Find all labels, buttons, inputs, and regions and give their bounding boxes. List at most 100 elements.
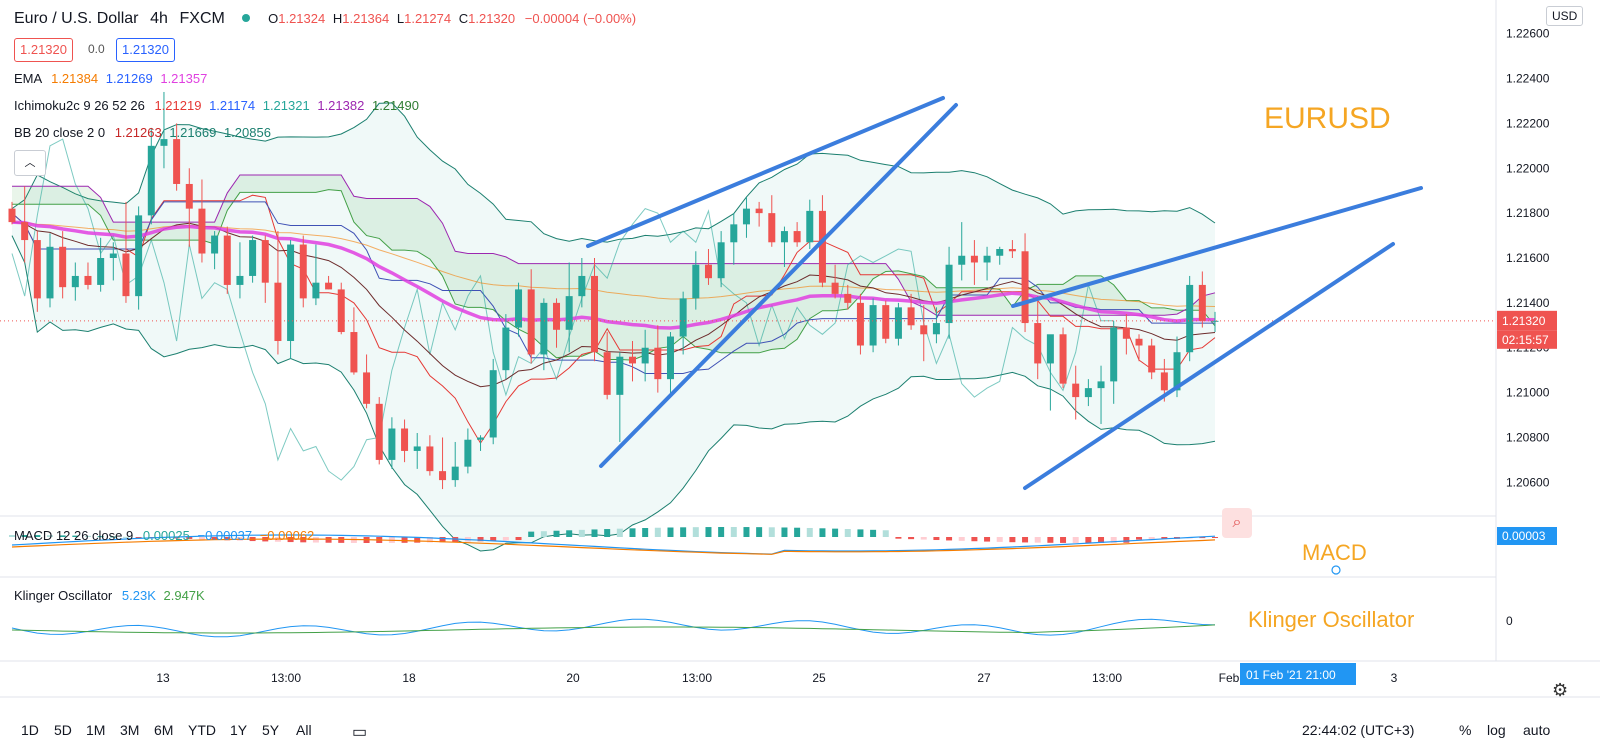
- collapse-legend-chevron-up-icon[interactable]: ︿: [14, 150, 46, 176]
- ichimoku-lagging-line: [11, 138, 1114, 481]
- macd-signal-line: [11, 538, 1216, 555]
- bb-legend[interactable]: BB 20 close 2 0 1.21263 1.21669 1.20856: [14, 125, 271, 140]
- bollinger-upper-line: [11, 102, 1216, 243]
- sell-button[interactable]: 1.21320: [14, 38, 73, 62]
- close-value: 1.21320: [468, 11, 516, 26]
- macd-histogram-bar: [1161, 537, 1168, 540]
- klinger-signal-line: [11, 624, 1216, 634]
- candle-body: [616, 356, 624, 395]
- candle-body: [996, 249, 1004, 256]
- candle-body: [1008, 249, 1016, 252]
- candle-body: [84, 275, 92, 285]
- candle-body: [717, 242, 725, 279]
- macd-histogram-bar: [946, 537, 953, 541]
- macd-histogram-bar: [135, 537, 142, 538]
- candle-body: [439, 471, 447, 481]
- macd-histogram-bar: [692, 527, 699, 537]
- time-tick-label: 13:00: [682, 671, 712, 685]
- countdown-text: 02:15:57: [1502, 333, 1549, 347]
- macd-histogram-bar: [211, 537, 218, 540]
- candle-body: [46, 246, 54, 299]
- klinger-legend[interactable]: Klinger Oscillator 5.23K 2.947K: [14, 588, 205, 603]
- macd-histogram-bar: [984, 537, 991, 542]
- candle-body: [755, 208, 763, 214]
- candle-body: [274, 282, 282, 342]
- candle-body: [768, 213, 776, 243]
- percent-scale-toggle[interactable]: %: [1459, 722, 1472, 738]
- timeframe-5d[interactable]: 5D: [54, 722, 72, 738]
- timeframe-3m[interactable]: 3M: [120, 722, 140, 738]
- macd-histogram-bar: [1212, 537, 1218, 538]
- ema-main-line: [11, 220, 1216, 330]
- macd-histogram-bar: [642, 528, 649, 537]
- timeframe-1y[interactable]: 1Y: [230, 722, 248, 738]
- candle-body: [451, 466, 459, 481]
- candle-body: [160, 139, 168, 146]
- candle-body: [856, 302, 864, 346]
- ema-legend[interactable]: EMA 1.21384 1.21269 1.21357: [14, 71, 208, 86]
- macd-histogram-bar: [832, 528, 839, 537]
- candle-body: [59, 246, 67, 288]
- timeframe-ytd[interactable]: YTD: [188, 722, 216, 738]
- candle-body: [312, 282, 320, 299]
- candle-body: [730, 224, 738, 243]
- macd-histogram-bar: [654, 527, 661, 537]
- macd-histogram-bar: [705, 527, 712, 537]
- buy-button[interactable]: 1.21320: [116, 38, 175, 62]
- price-label-text: 1.21320: [1502, 314, 1546, 328]
- currency-selector[interactable]: USD: [1546, 6, 1584, 26]
- price-tick-label: 1.21800: [1506, 206, 1550, 220]
- macd-histogram-bar: [502, 537, 509, 541]
- date-range-calendar-icon[interactable]: ▭: [352, 724, 368, 741]
- candle-body: [337, 289, 345, 333]
- ichimoku-base-line: [11, 201, 1215, 374]
- macd-legend[interactable]: MACD 12 26 close 9 0.00025 −0.00037 −0.0…: [14, 528, 315, 543]
- zoom-magnifier-icon[interactable]: ⌕: [1222, 508, 1252, 538]
- bollinger-band-fill: [12, 102, 1215, 552]
- macd-histogram-bar: [870, 529, 877, 537]
- macd-histogram-bar: [9, 535, 15, 537]
- ichimoku-legend[interactable]: Ichimoku2c 9 26 52 26 1.21219 1.21174 1.…: [14, 98, 419, 113]
- macd-histogram-bar: [515, 537, 522, 541]
- timeframe-6m[interactable]: 6M: [154, 722, 174, 738]
- timeframe-all[interactable]: All: [296, 722, 312, 738]
- crosshair-date-badge: [1240, 663, 1356, 685]
- macd-histogram-bar: [743, 527, 750, 537]
- candle-body: [983, 255, 991, 263]
- klinger-line: [11, 618, 1216, 638]
- timeframe-1d[interactable]: 1D: [21, 722, 39, 738]
- candle-body: [1186, 284, 1194, 353]
- settings-gear-icon[interactable]: ⚙: [1552, 680, 1569, 700]
- timeframe-5y[interactable]: 5Y: [262, 722, 280, 738]
- macd-histogram-bar: [616, 528, 623, 537]
- candle-body: [1198, 284, 1206, 321]
- ichimoku-span-b-line: [12, 174, 1216, 316]
- macd-histogram-bar: [1072, 537, 1079, 543]
- candle-body: [33, 240, 41, 299]
- log-scale-toggle[interactable]: log: [1487, 722, 1506, 738]
- candle-body: [1046, 334, 1054, 364]
- candle-body: [1084, 388, 1092, 398]
- macd-histogram-bar: [224, 537, 231, 541]
- macd-histogram-bar: [591, 529, 598, 537]
- macd-histogram-bar: [933, 537, 940, 541]
- macd-histogram-bar: [186, 537, 193, 539]
- candle-body: [641, 347, 649, 364]
- interval[interactable]: 4h: [150, 10, 168, 27]
- macd-histogram-bar: [198, 537, 205, 540]
- price-label-badge: [1497, 310, 1557, 331]
- candle-body: [958, 255, 966, 265]
- auto-scale-toggle[interactable]: auto: [1523, 722, 1551, 738]
- macd-histogram-bar: [1123, 537, 1130, 543]
- candle-body: [1059, 334, 1067, 384]
- candle-body: [325, 282, 333, 290]
- candle-body: [211, 235, 219, 254]
- symbol-title[interactable]: Euro / U.S. Dollar: [14, 10, 139, 27]
- clock-display[interactable]: 22:44:02 (UTC+3): [1302, 722, 1415, 738]
- candle-body: [882, 305, 890, 339]
- macd-histogram-bar: [996, 537, 1003, 542]
- candle-body: [932, 323, 940, 335]
- timeframe-1m[interactable]: 1M: [86, 722, 106, 738]
- price-tick-label: 1.22600: [1506, 27, 1550, 41]
